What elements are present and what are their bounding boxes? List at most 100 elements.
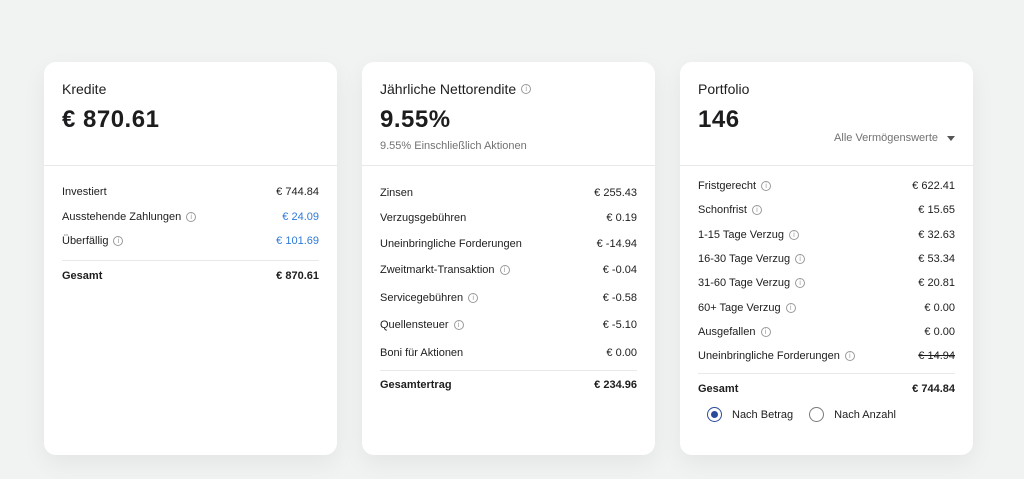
card-header: Jährliche Nettorendite i 9.55% 9.55% Eins… [362,62,655,166]
card-title: Kredite [62,81,107,97]
row-value: € 744.84 [276,186,319,199]
kredite-total-value: € 870.61 [62,106,160,133]
info-icon[interactable]: i [521,84,532,94]
row-label: Uneinbringliche Forderungen [698,350,840,363]
row-label: Servicegebühren [380,291,464,304]
row-60plus-tage-verzug: 60+ Tage Verzug i € 0.00 [698,295,955,319]
kredite-breakdown: Investiert € 744.84 Ausstehende Zahlunge… [44,166,337,292]
row-label: Überfällig [62,235,109,248]
portfolio-count: 146 [698,106,740,133]
row-value: € -0.04 [602,264,637,277]
row-total: Gesamt € 744.84 [698,373,955,403]
rendite-breakdown: Zinsen € 255.43 Verzugsgebühren € 0.19 U… [362,166,655,400]
portfolio-breakdown: Fristgerecht i € 622.41 Schonfrist i € 15.… [680,166,973,403]
row-zinsen: Zinsen € 255.43 [380,180,637,206]
row-31-60-tage-verzug: 31-60 Tage Verzug i € 20.81 [698,271,955,295]
row-value: € -5.10 [602,319,637,332]
row-label: Quellensteuer [380,319,449,332]
dropdown-label: Alle Vermögenswerte [834,132,938,144]
radio-checked-icon[interactable] [707,407,722,423]
rendite-value: 9.55% [380,106,451,133]
caret-down-icon [947,135,955,141]
info-icon[interactable]: i [789,229,800,240]
row-label: 60+ Tage Verzug [698,301,781,314]
row-ausstehende-zahlungen: Ausstehende Zahlungen i € 24.09 [62,205,319,230]
asset-filter-dropdown[interactable]: Alle Vermögenswerte [834,132,955,144]
row-label: Investiert [62,186,107,199]
row-fristgerecht: Fristgerecht i € 622.41 [698,174,955,198]
row-value: € -0.58 [602,291,637,304]
row-value: € 255.43 [594,186,637,199]
row-total: Gesamtertrag € 234.96 [380,369,637,400]
radio-unchecked-icon[interactable] [809,407,825,423]
total-label: Gesamt [62,270,103,282]
row-label: Ausgefallen [698,325,756,338]
row-value: € 0.00 [924,301,955,314]
total-label: Gesamt [698,382,739,395]
info-icon[interactable]: i [453,320,464,331]
row-ausgefallen: Ausgefallen i € 0.00 [698,320,955,344]
total-label: Gesamtertrag [380,379,452,391]
info-icon[interactable]: i [186,211,197,222]
radio-nach-betrag[interactable]: Nach Betrag [707,407,794,423]
info-icon[interactable]: i [795,254,806,265]
row-servicegebuehren: Servicegebühren i € -0.58 [380,284,637,312]
row-label: 31-60 Tage Verzug [698,277,791,290]
card-portfolio: Portfolio 146 Alle Vermögenswerte Fristg… [680,62,973,455]
card-title: Portfolio [698,81,750,97]
card-nettorendite: Jährliche Nettorendite i 9.55% 9.55% Eins… [362,62,655,455]
row-value: € 32.63 [918,228,955,241]
row-value: € 20.81 [918,277,955,290]
row-label: 16-30 Tage Verzug [698,253,791,266]
rendite-subtitle: 9.55% Einschließlich Aktionen [380,140,527,152]
row-label: Schonfrist [698,204,747,217]
radio-label: Nach Betrag [732,408,794,421]
row-uneinbringliche-forderungen: Uneinbringliche Forderungen € -14.94 [380,231,637,257]
radio-label: Nach Anzahl [834,408,896,421]
row-value-link[interactable]: € 24.09 [282,210,319,223]
row-uneinbringliche-forderungen: Uneinbringliche Forderungen i € 14.94 [698,344,955,368]
row-label: Zweitmarkt-Transaktion [380,264,495,277]
row-zweitmarkt-transaktion: Zweitmarkt-Transaktion i € -0.04 [380,257,637,285]
info-icon[interactable]: i [844,351,855,362]
row-label: Ausstehende Zahlungen [62,210,182,223]
radio-nach-anzahl[interactable]: Nach Anzahl [809,407,896,423]
row-verzugsgebuehren: Verzugsgebühren € 0.19 [380,206,637,232]
row-boni-fuer-aktionen: Boni für Aktionen € 0.00 [380,339,637,367]
info-icon[interactable]: i [499,265,510,276]
card-header: Portfolio 146 Alle Vermögenswerte [680,62,973,166]
row-value: € 0.00 [924,325,955,338]
row-value: € 53.34 [918,253,955,266]
row-schonfrist: Schonfrist i € 15.65 [698,198,955,222]
info-icon[interactable]: i [785,302,796,313]
card-title: Jährliche Nettorendite [380,81,517,97]
card-header: Kredite € 870.61 [44,62,337,166]
row-value-link[interactable]: € 101.69 [276,235,319,248]
view-mode-radio-group: Nach Betrag Nach Anzahl [680,403,973,423]
info-icon[interactable]: i [760,326,771,337]
row-label: Boni für Aktionen [380,346,464,359]
total-value: € 870.61 [276,270,319,282]
row-value: € 0.19 [606,212,637,225]
info-icon[interactable]: i [751,205,762,216]
card-kredite: Kredite € 870.61 Investiert € 744.84 Aus… [44,62,337,455]
info-icon[interactable]: i [795,278,806,289]
row-label: Fristgerecht [698,180,757,193]
row-value: € 0.00 [606,346,637,359]
info-icon[interactable]: i [113,236,124,247]
row-1-15-tage-verzug: 1-15 Tage Verzug i € 32.63 [698,223,955,247]
row-value: € 622.41 [912,180,955,193]
row-label: Uneinbringliche Forderungen [380,237,522,250]
row-investiert: Investiert € 744.84 [62,180,319,205]
row-value: € 15.65 [918,204,955,217]
row-value-strikethrough: € 14.94 [918,350,955,363]
total-value: € 744.84 [912,382,955,395]
row-value: € -14.94 [596,237,637,250]
row-ueberfaellig: Überfällig i € 101.69 [62,229,319,254]
info-icon[interactable]: i [761,181,772,192]
total-value: € 234.96 [594,379,637,391]
row-label: Zinsen [380,186,414,199]
row-16-30-tage-verzug: 16-30 Tage Verzug i € 53.34 [698,247,955,271]
row-label: 1-15 Tage Verzug [698,228,785,241]
info-icon[interactable]: i [468,292,479,303]
